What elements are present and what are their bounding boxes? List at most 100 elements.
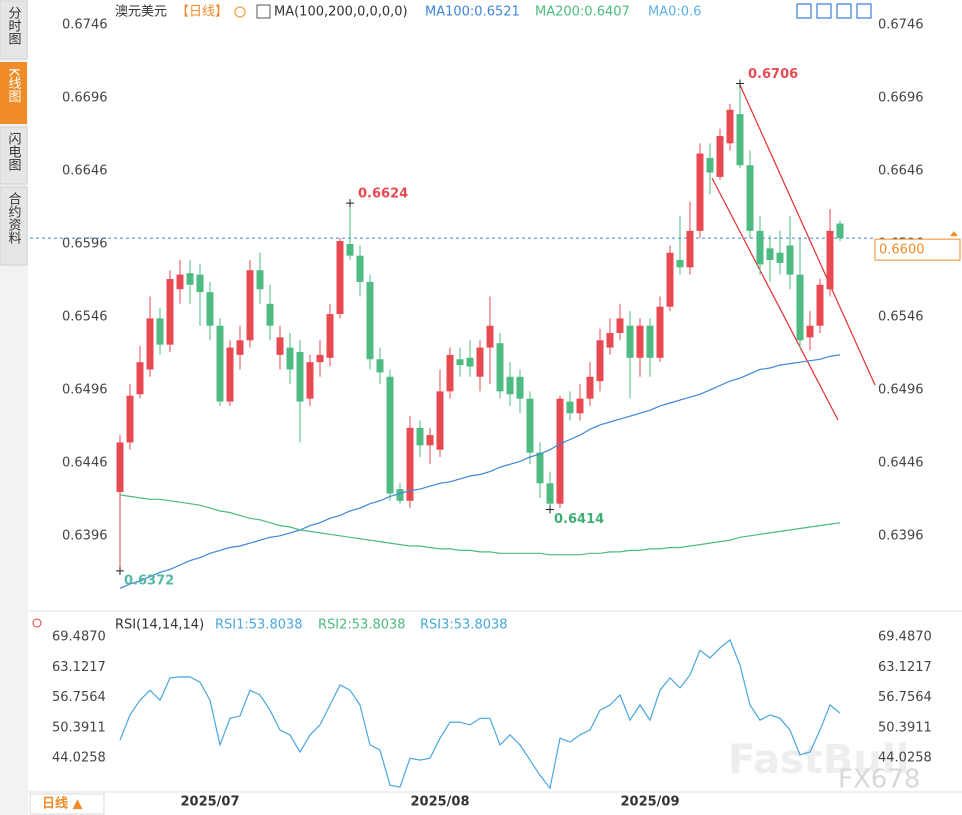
y-tick-label: 63.1217: [52, 660, 106, 675]
extreme-label: 0.6706: [748, 67, 798, 82]
candle-body: [606, 332, 614, 348]
candle-body: [536, 452, 544, 484]
period-label[interactable]: 【日线】: [176, 5, 228, 20]
extreme-marker: [116, 566, 124, 575]
candle-body: [516, 376, 524, 399]
candle-body: [186, 273, 194, 285]
legend-entry: MA100:0.6521: [425, 5, 520, 20]
y-tick-label: 0.6546: [62, 309, 108, 324]
y-tick-label-right: 44.0258: [878, 751, 932, 766]
candle-body: [666, 252, 674, 307]
candle-body: [246, 270, 254, 341]
toolbar: [796, 3, 872, 19]
candle-body: [636, 325, 644, 358]
candle-body: [526, 398, 534, 453]
candle-body: [266, 303, 274, 326]
indicator-label: MA(100,200,0,0,0,0): [274, 5, 408, 20]
trend-line[interactable]: [711, 177, 839, 421]
tab-bg[interactable]: [0, 186, 28, 266]
candle-body: [196, 274, 204, 293]
candle-body: [426, 435, 434, 446]
candle-body: [706, 157, 714, 173]
candle-body: [446, 354, 454, 392]
y-tick-label-right: 0.6396: [878, 528, 924, 543]
candle-body: [236, 340, 244, 355]
x-tick-label: 2025/08: [410, 795, 469, 810]
candle-body: [366, 281, 374, 360]
candle-body: [286, 347, 294, 370]
y-tick-label: 50.3911: [52, 720, 106, 735]
y-tick-label: 0.6696: [62, 91, 108, 106]
candle-body: [326, 314, 334, 358]
candle-body: [726, 109, 734, 144]
extreme-label: 0.6372: [124, 573, 174, 588]
sidebar-tab[interactable]: 分时图: [6, 6, 22, 45]
chart-title: 澳元美元: [115, 4, 167, 20]
candle-body: [136, 362, 144, 395]
candle-body: [176, 274, 184, 290]
rsi-title: RSI(14,14,14): [115, 618, 204, 633]
candle-body: [256, 270, 264, 290]
tool-icon[interactable]: [796, 3, 812, 19]
tool-icon[interactable]: [816, 3, 832, 19]
last-price-arrow: [950, 231, 958, 237]
candle-body: [216, 325, 224, 402]
extreme-marker: [736, 79, 744, 88]
watermark: FX678: [838, 765, 920, 795]
candle-body: [486, 325, 494, 348]
candle-body: [296, 351, 304, 402]
candle-body: [696, 153, 704, 231]
candle-body: [626, 325, 634, 358]
y-tick-label-right: 0.6646: [878, 164, 924, 179]
legend-entry: MA0:0.6: [648, 5, 701, 20]
tool-icon[interactable]: [836, 3, 852, 19]
y-tick-label: 56.7564: [52, 690, 106, 705]
candle-body: [786, 245, 794, 275]
y-tick-label: 0.6446: [62, 455, 108, 470]
period-icon[interactable]: [234, 6, 246, 18]
y-tick-label-right: 0.6746: [878, 18, 924, 33]
candle-body: [316, 354, 324, 363]
y-tick-label-right: 0.6696: [878, 91, 924, 106]
candle-body: [276, 337, 284, 355]
candle-body: [146, 318, 154, 370]
last-price-box: [874, 238, 961, 261]
candle-body: [686, 230, 694, 268]
tab-bg-active[interactable]: [0, 62, 27, 124]
candle-body: [356, 255, 364, 282]
trend-line[interactable]: [739, 84, 876, 386]
sidebar-tab[interactable]: 合约资料: [6, 192, 22, 244]
tab-bg[interactable]: [0, 0, 28, 60]
candle-body: [796, 274, 804, 341]
extreme-marker: [546, 505, 554, 514]
y-tick-label: 0.6396: [62, 528, 108, 543]
y-tick-label-right: 50.3911: [878, 720, 932, 735]
watermark: FastBull: [728, 737, 909, 783]
sidebar-tab-active[interactable]: K线图: [6, 68, 22, 103]
candle-body: [566, 401, 574, 414]
candle-body: [826, 230, 834, 290]
candle-body: [416, 427, 424, 446]
sidebar-tab[interactable]: 闪电图: [6, 132, 21, 171]
candle-body: [586, 376, 594, 399]
candle-body: [456, 359, 464, 366]
extreme-label: 0.6414: [554, 512, 604, 527]
candle-body: [676, 260, 684, 268]
settings-icon[interactable]: [32, 618, 42, 628]
period-button[interactable]: 日线 ▲: [42, 796, 83, 812]
tool-icon[interactable]: [856, 3, 872, 19]
legend-entry: RSI3:53.8038: [420, 618, 508, 633]
candle-body: [776, 252, 784, 263]
ma-icon[interactable]: [256, 4, 271, 19]
candle-body: [476, 347, 484, 377]
last-price-label: 0.6600: [879, 243, 925, 258]
candle-body: [596, 340, 604, 382]
tab-bg[interactable]: [0, 126, 28, 185]
y-tick-label-right: 56.7564: [878, 690, 932, 705]
candle-body: [656, 306, 664, 358]
period-button-bg[interactable]: [29, 793, 105, 815]
legend-entry: RSI1:53.8038: [215, 618, 303, 633]
candle-body: [506, 376, 514, 395]
